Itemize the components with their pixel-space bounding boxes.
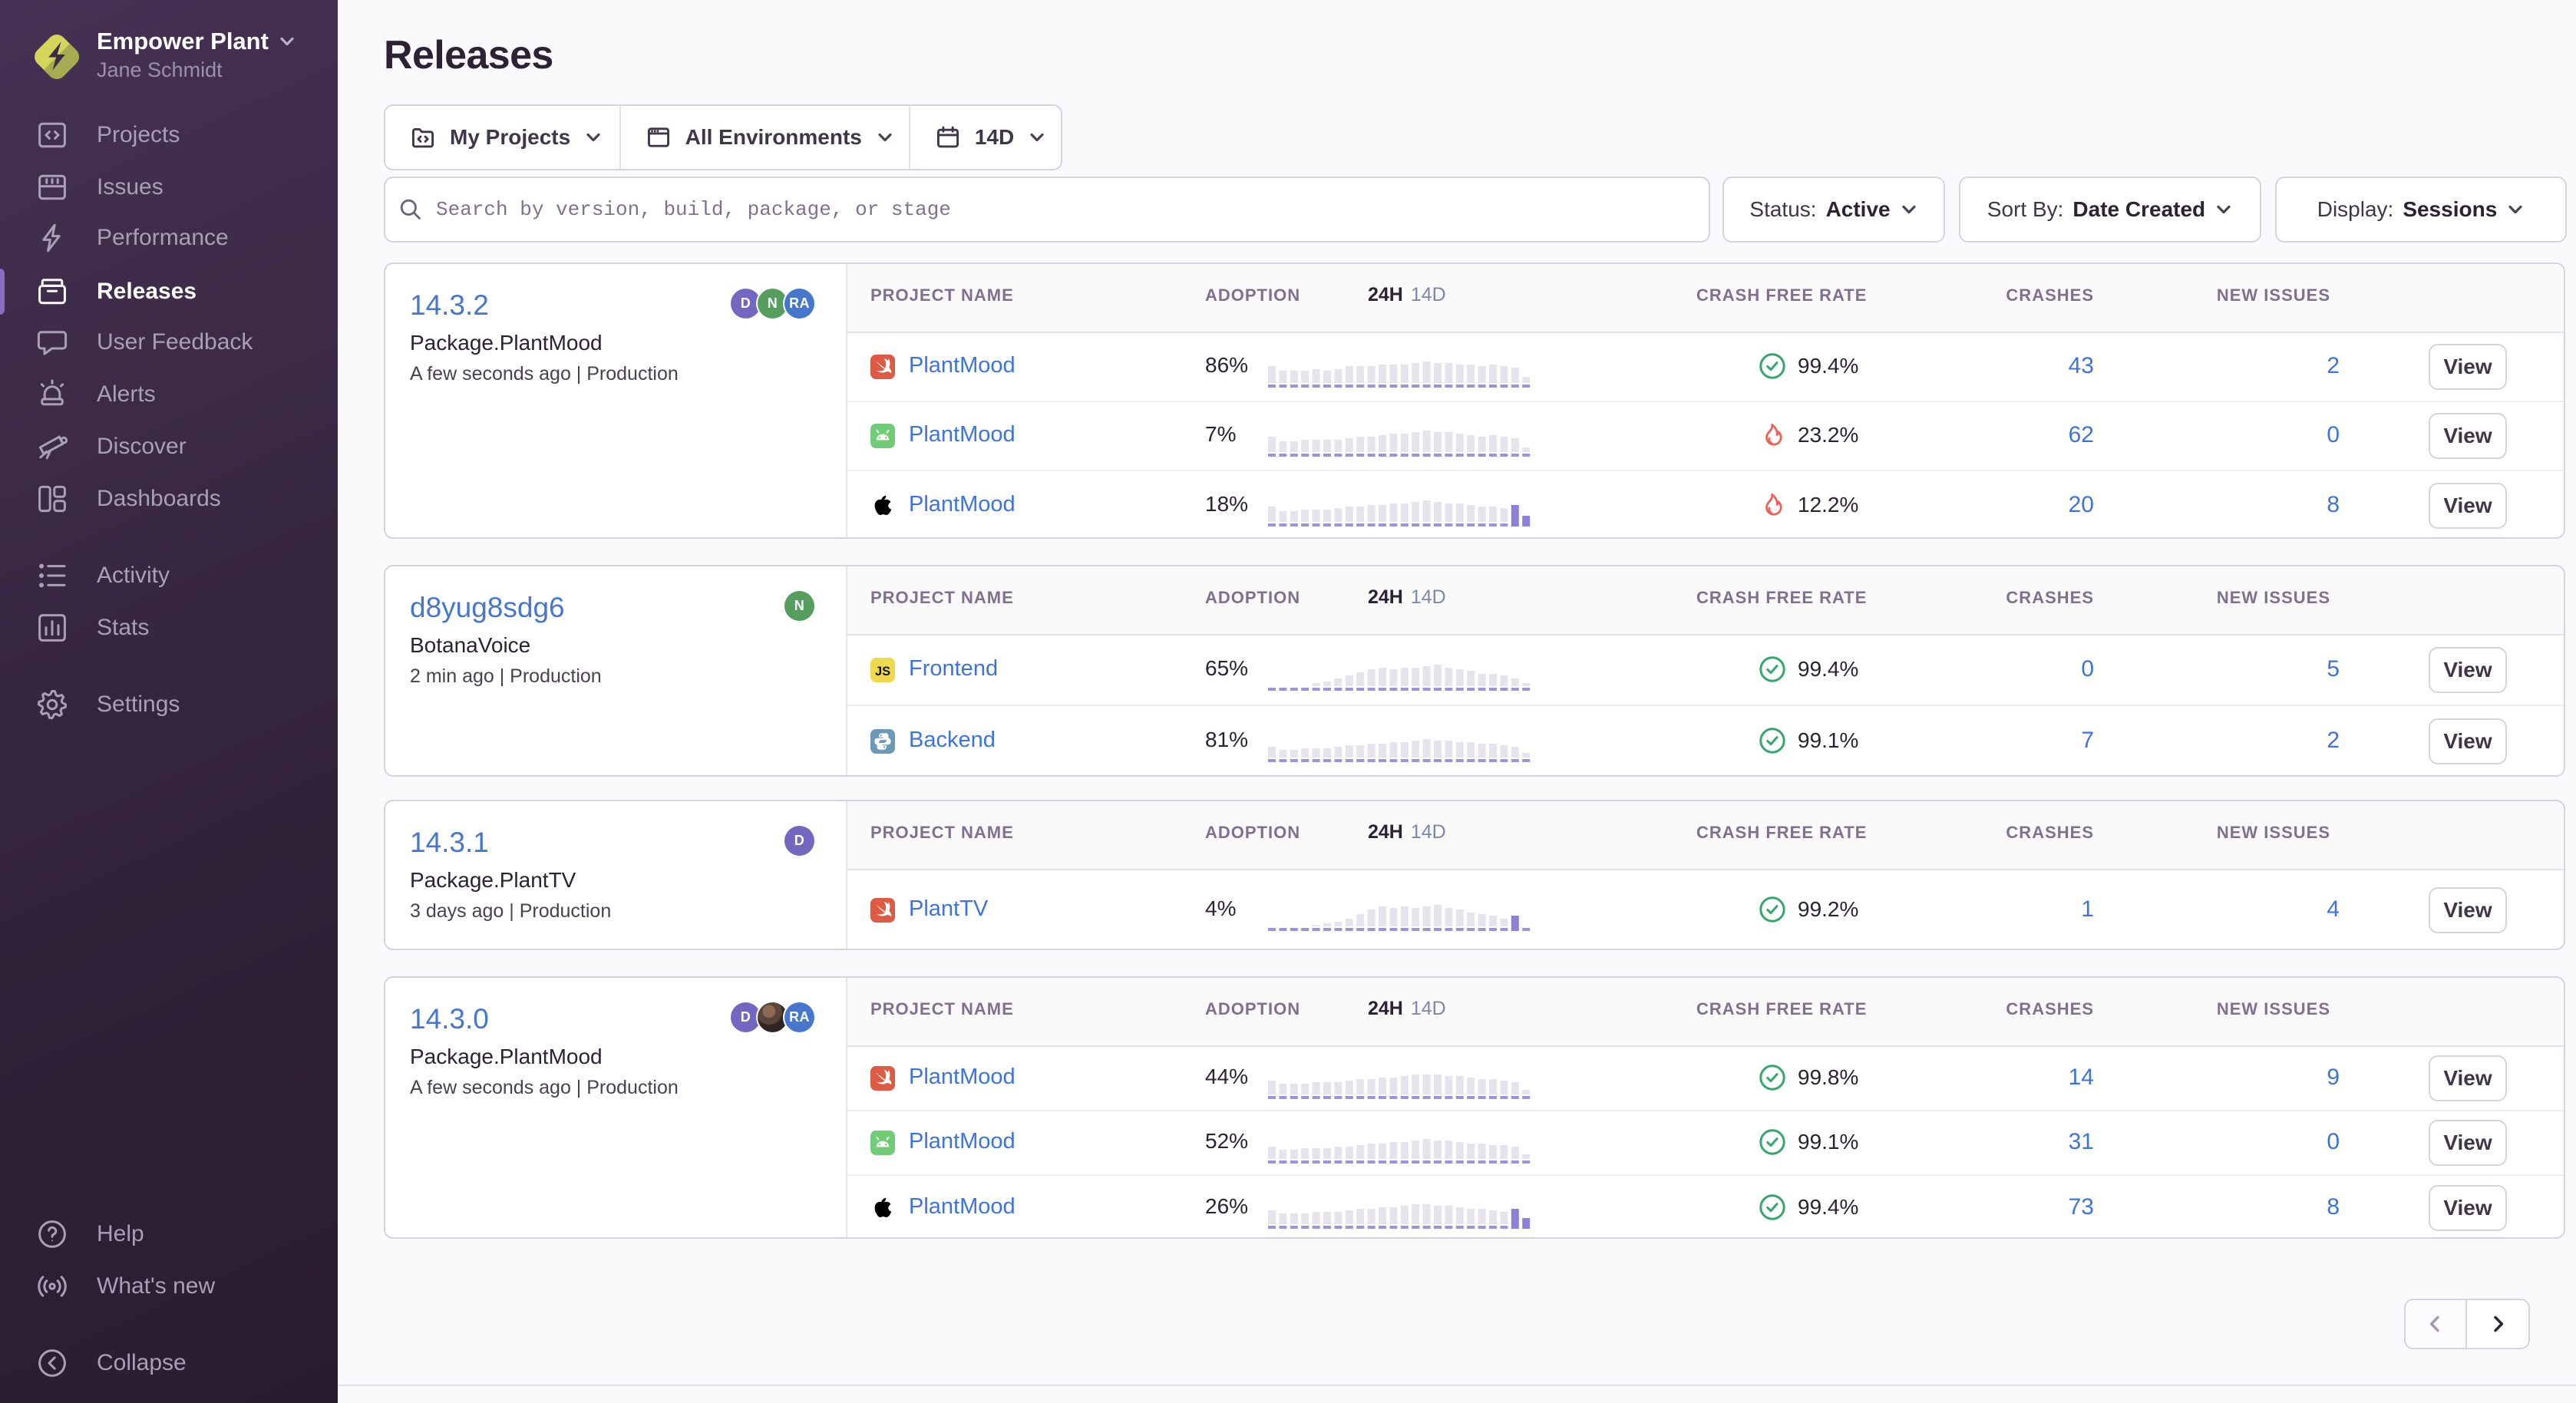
svg-text:JS: JS <box>875 665 890 678</box>
